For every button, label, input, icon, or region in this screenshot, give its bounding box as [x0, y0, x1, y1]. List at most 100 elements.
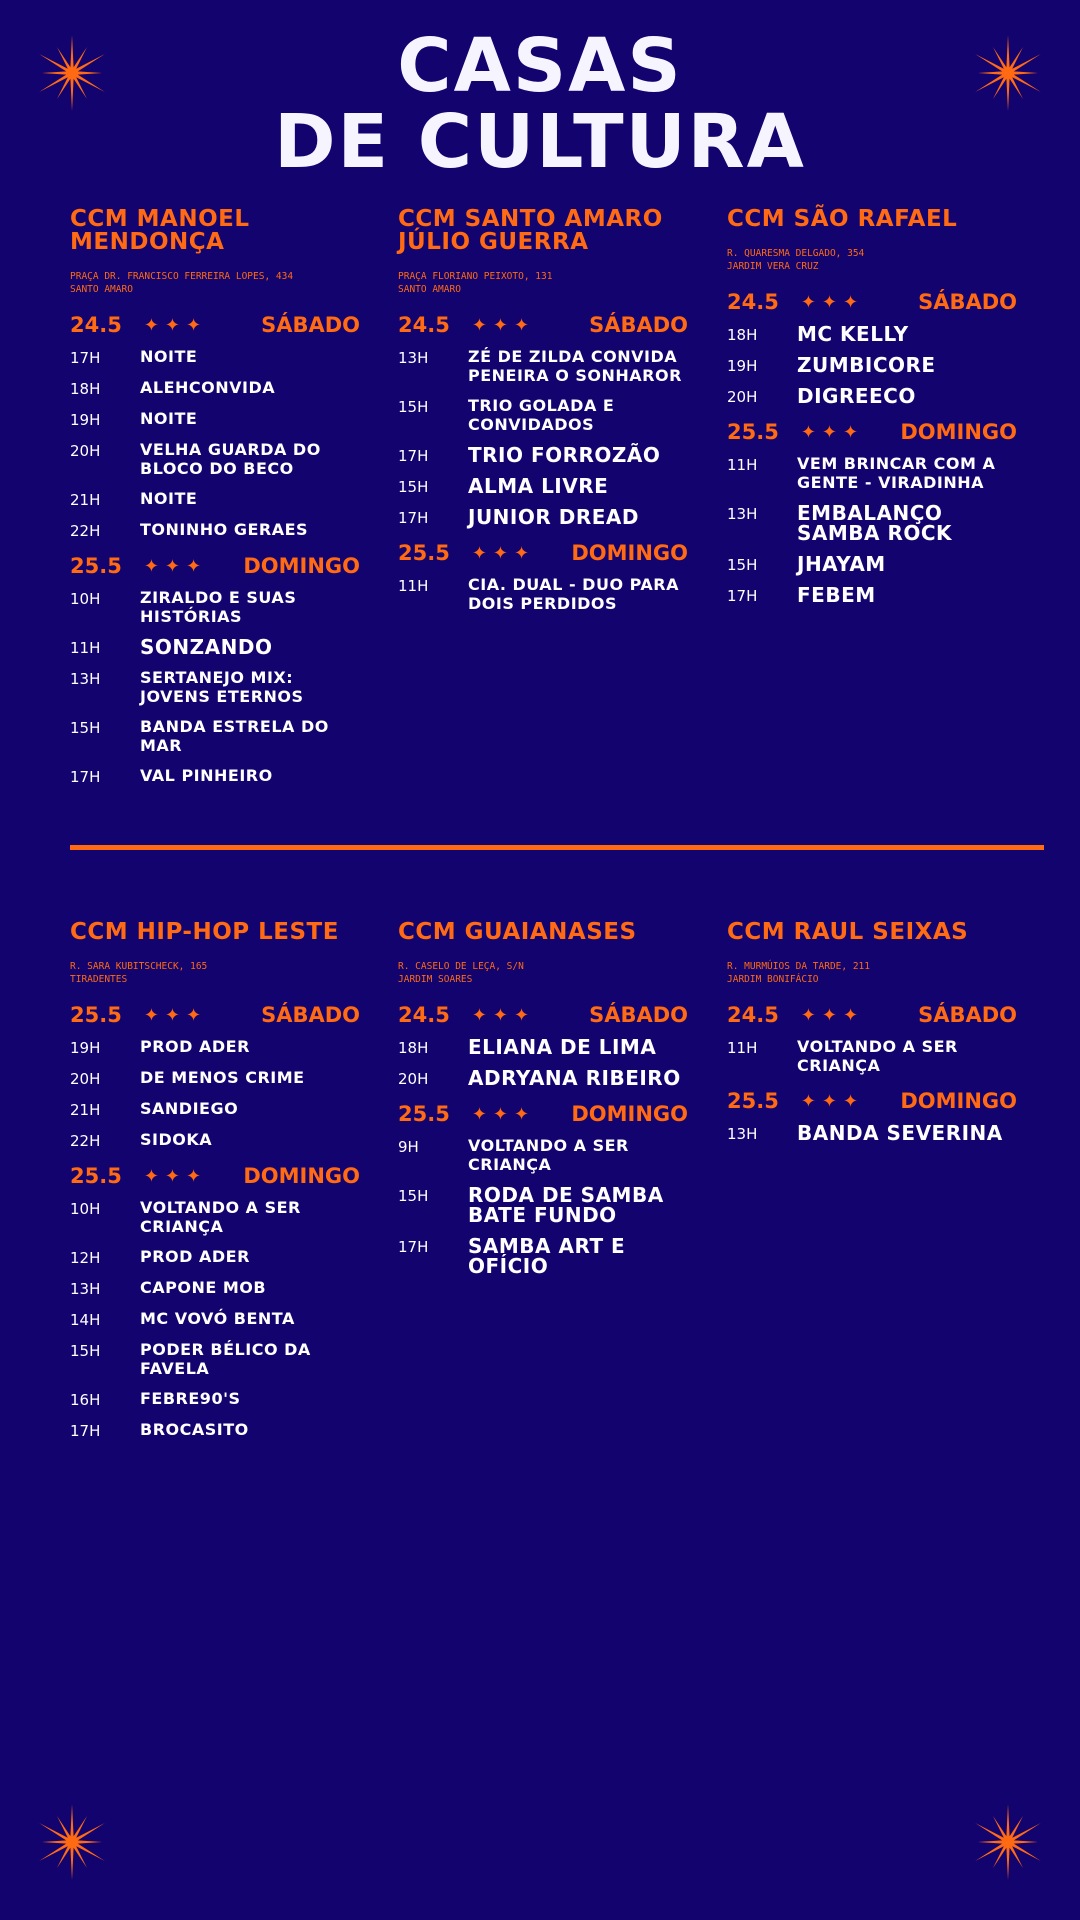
star-burst-shape	[975, 35, 1041, 111]
venue-name: CCM Guaianases	[398, 919, 637, 945]
event-row: 20H De Menos Crime	[70, 1068, 360, 1088]
event-row: 9H Voltando a ser criança	[398, 1136, 688, 1174]
event-time: 17H	[727, 587, 758, 605]
star-burst-icon	[39, 35, 105, 111]
day-weekday: Domingo	[900, 420, 1017, 444]
event-row: 14H MC Vovó Benta	[70, 1309, 360, 1329]
event-row: 15H Poder Bélico da Favela	[70, 1340, 360, 1378]
day-header: 24.5 ✦✦✦ Sábado	[727, 1000, 1017, 1030]
address-district: Tiradentes	[70, 974, 128, 985]
day-weekday: Sábado	[261, 1003, 360, 1027]
venue-address: Praça Dr. Francisco Ferreira Lopes, 434 S…	[70, 270, 360, 296]
event-row: 20H Digreeco	[727, 386, 1017, 406]
sparkle-icons: ✦✦✦	[471, 1004, 536, 1026]
event-name: Noite	[140, 347, 198, 366]
event-name: Velha Guarda do Bloco do Beco	[140, 440, 321, 478]
event-row: 17H Samba Art e Ofício	[398, 1236, 688, 1276]
event-row: 20H Velha Guarda do Bloco do Beco	[70, 440, 360, 478]
day-date: 25.5	[398, 1102, 450, 1126]
day-date: 24.5	[398, 313, 450, 337]
event-name: Poder Bélico da Favela	[140, 1340, 311, 1378]
sparkle-icons: ✦✦✦	[471, 542, 536, 564]
day-weekday: Domingo	[243, 1164, 360, 1188]
day-weekday: Sábado	[589, 313, 688, 337]
day-weekday: Domingo	[900, 1089, 1017, 1113]
event-row: 19H Prod Ader	[70, 1037, 360, 1057]
event-name: Cia. Dual - Duo para dois perdidos	[468, 575, 679, 613]
event-time: 22H	[70, 522, 101, 540]
sparkle-icons: ✦✦✦	[800, 421, 865, 443]
day-weekday: Sábado	[918, 290, 1017, 314]
event-row: 15H Roda de Samba Bate Fundo	[398, 1185, 688, 1225]
day-header: 24.5 ✦✦✦ Sábado	[70, 310, 360, 340]
event-name: De Menos Crime	[140, 1068, 305, 1087]
event-time: 12H	[70, 1249, 101, 1267]
event-name: Roda de Samba Bate Fundo	[468, 1183, 664, 1227]
event-time: 16H	[70, 1391, 101, 1409]
venue-address: R. Caselo de Leça, S/N Jardim Soares	[398, 960, 688, 986]
event-time: 17H	[70, 349, 101, 367]
event-time: 11H	[727, 1039, 758, 1057]
event-row: 11H Voltando a ser criança	[727, 1037, 1017, 1075]
day-header: 25.5 ✦✦✦ Domingo	[70, 551, 360, 581]
sparkle-icons: ✦✦✦	[800, 1004, 865, 1026]
event-name: Banda Severina	[797, 1121, 1003, 1145]
event-time: 11H	[727, 456, 758, 474]
event-row: 17H Brocasito	[70, 1420, 360, 1440]
address-district: Santo Amaro	[398, 284, 461, 295]
venue-column: CCM São Rafael R. Quaresma Delgado, 354 Ja…	[727, 208, 1017, 616]
event-name: MC Kelly	[797, 322, 909, 346]
event-name: Ziraldo e suas histórias	[140, 588, 297, 626]
event-row: 19H Zumbicore	[727, 355, 1017, 375]
event-row: 21H Sandiego	[70, 1099, 360, 1119]
day-header: 25.5 ✦✦✦ Domingo	[398, 538, 688, 568]
event-time: 11H	[398, 577, 429, 595]
event-name: Febem	[797, 583, 876, 607]
event-time: 15H	[70, 1342, 101, 1360]
sparkle-icons: ✦✦✦	[143, 1165, 208, 1187]
event-name: Brocasito	[140, 1420, 249, 1439]
event-name: Val Pinheiro	[140, 766, 273, 785]
event-row: 11H Sonzando	[70, 637, 360, 657]
event-name: Adryana Ribeiro	[468, 1066, 681, 1090]
venue-address: Praça Floriano Peixoto, 131 Santo Amaro	[398, 270, 688, 296]
title-line-2: DE CULTURA	[274, 99, 806, 185]
event-time: 19H	[70, 411, 101, 429]
venue-name: CCM Santo Amaro Júlio Guerra	[398, 206, 663, 255]
event-row: 20H Adryana Ribeiro	[398, 1068, 688, 1088]
event-name: Eliana de Lima	[468, 1035, 657, 1059]
event-row: 17H Val Pinheiro	[70, 766, 360, 786]
event-time: 17H	[398, 509, 429, 527]
day-weekday: Sábado	[918, 1003, 1017, 1027]
event-time: 19H	[70, 1039, 101, 1057]
venue-column: CCM Hip-Hop Leste R. Sara Kubitscheck, 16…	[70, 921, 360, 1451]
venue-name: CCM Hip-Hop Leste	[70, 919, 339, 945]
event-row: 18H MC Kelly	[727, 324, 1017, 344]
event-time: 17H	[398, 447, 429, 465]
event-name: Junior Dread	[468, 505, 639, 529]
event-time: 15H	[70, 719, 101, 737]
day-weekday: Domingo	[571, 1102, 688, 1126]
sparkle-icons: ✦✦✦	[143, 555, 208, 577]
event-row: 13H Sertanejo Mix: Jovens Eternos	[70, 668, 360, 706]
star-burst-shape	[975, 1804, 1041, 1880]
event-time: 14H	[70, 1311, 101, 1329]
address-street: R. Murmúios da Tarde, 211	[727, 961, 870, 972]
day-date: 25.5	[727, 420, 779, 444]
sparkle-icons: ✦✦✦	[471, 314, 536, 336]
event-row: 17H Noite	[70, 347, 360, 367]
address-street: R. Sara Kubitscheck, 165	[70, 961, 208, 972]
event-time: 11H	[70, 639, 101, 657]
event-time: 22H	[70, 1132, 101, 1150]
event-time: 17H	[70, 1422, 101, 1440]
event-time: 13H	[727, 505, 758, 523]
event-time: 15H	[398, 1187, 429, 1205]
event-time: 15H	[398, 398, 429, 416]
event-row: 15H Alma Livre	[398, 476, 688, 496]
day-date: 25.5	[727, 1089, 779, 1113]
event-name: Trio Forrozão	[468, 443, 661, 467]
event-row: 18H Alehconvida	[70, 378, 360, 398]
day-weekday: Domingo	[571, 541, 688, 565]
event-name: Zé de Zilda convida Peneira o Sonharor	[468, 347, 682, 385]
address-district: Jardim Vera Cruz	[727, 261, 819, 272]
